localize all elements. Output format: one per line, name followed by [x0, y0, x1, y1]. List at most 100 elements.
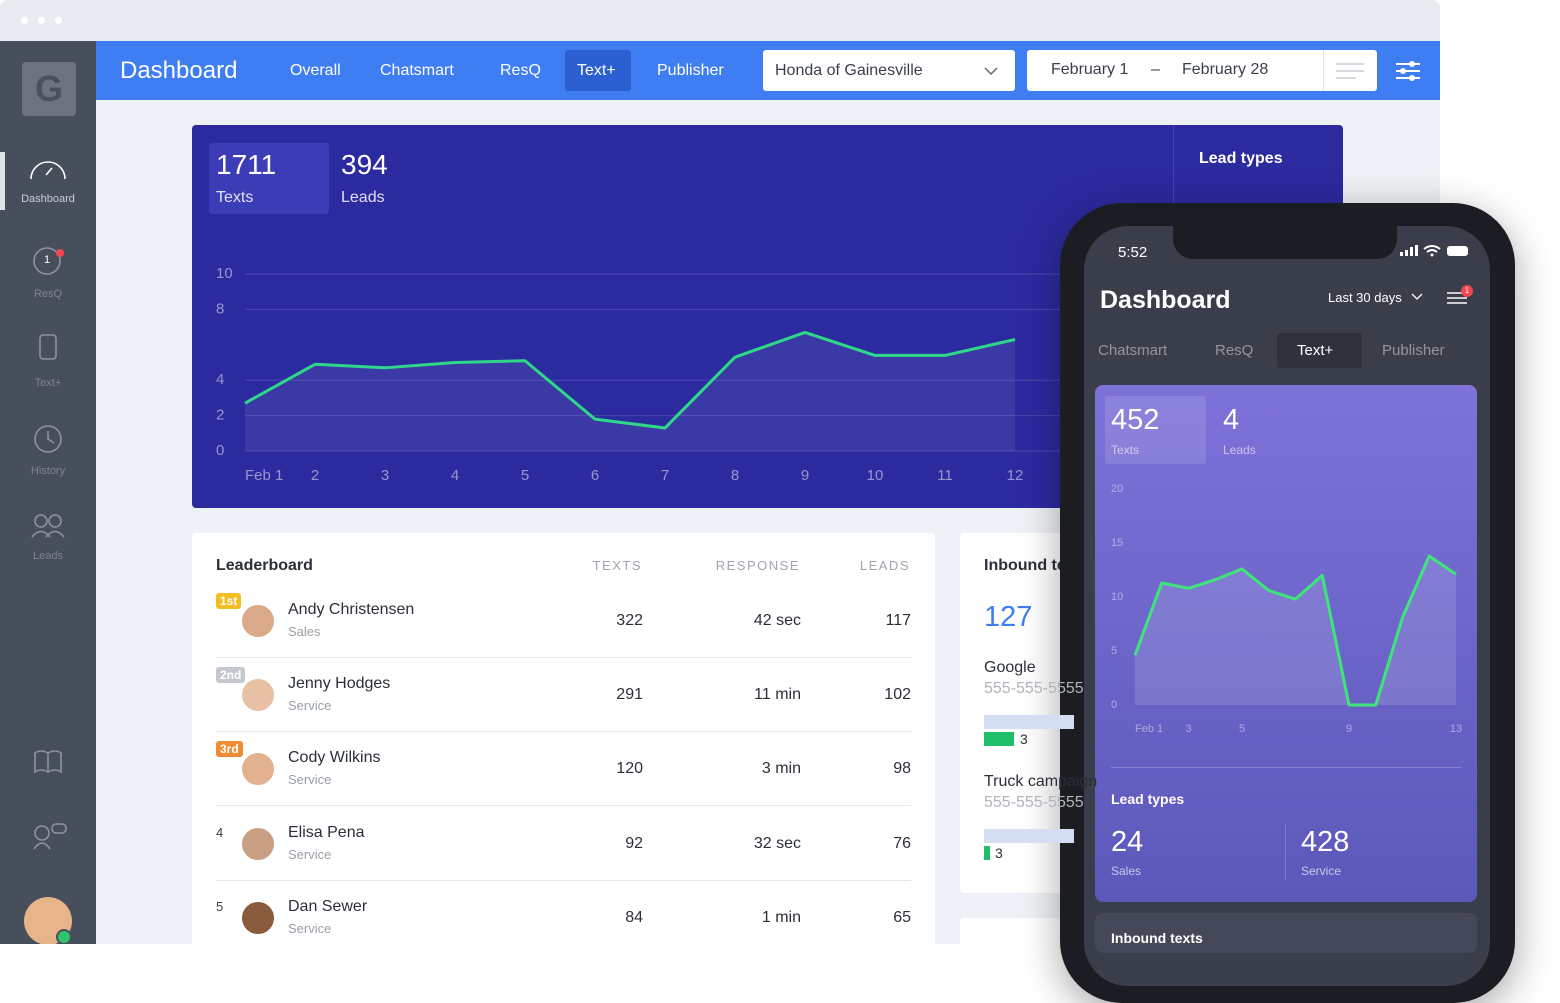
- phone-time: 5:52: [1118, 244, 1148, 261]
- source-phone: 555-555-5555: [984, 794, 1084, 811]
- x-tick-label: Feb 1: [245, 467, 283, 484]
- cell: 32 sec: [753, 834, 801, 852]
- y-tick-label: 8: [216, 300, 224, 317]
- phone-chart: 0 5 10 15 20 Feb 1 3 5 9 13: [1111, 483, 1462, 735]
- column-header: TEXTS: [592, 558, 642, 573]
- cell: 117: [885, 612, 911, 629]
- source-bar: [984, 846, 990, 860]
- avatar: [240, 603, 276, 639]
- phone-stat-value: 452: [1111, 404, 1160, 436]
- dashboard-icon: [30, 161, 66, 180]
- avatar: [240, 825, 276, 862]
- phone-tab[interactable]: Chatsmart: [1098, 342, 1168, 359]
- stat-value: 394: [341, 149, 388, 180]
- x-tick-label: 3: [381, 467, 389, 484]
- x-tick-label: 11: [937, 467, 953, 484]
- date-range[interactable]: [1027, 50, 1377, 91]
- stat-label: Texts: [216, 189, 254, 206]
- sidebar-label[interactable]: Dashboard: [21, 193, 75, 205]
- x-tick-label: 3: [1185, 723, 1191, 735]
- cell: 3 min: [761, 760, 801, 778]
- y-tick-label: 5: [1111, 645, 1117, 657]
- filter-icon[interactable]: [1396, 60, 1422, 82]
- source-phone: 555-555-5555: [984, 680, 1084, 697]
- agent-name: Dan Sewer: [288, 897, 368, 915]
- leaderboard-title: Leaderboard: [216, 557, 313, 574]
- phone-stat-value: 4: [1223, 404, 1240, 436]
- logo: G: [22, 62, 76, 116]
- phone-notch: [1173, 226, 1397, 259]
- phone-stat-label: Texts: [1111, 443, 1140, 457]
- window-dot: [38, 17, 45, 24]
- row-divider: [216, 879, 911, 881]
- sidebar-label[interactable]: Leads: [33, 550, 63, 562]
- sidebar-label[interactable]: Text+: [34, 377, 62, 389]
- agent-name: Andy Christensen: [288, 601, 415, 618]
- x-tick-label: 13: [1450, 723, 1462, 735]
- divider: [1323, 50, 1324, 91]
- lead-type-value: 24: [1111, 826, 1144, 858]
- sidebar-icons: [24, 161, 72, 944]
- lead-type-value: 428: [1301, 826, 1350, 858]
- phone-tab[interactable]: Publisher: [1382, 342, 1445, 359]
- source-bar-bg: [984, 715, 1074, 729]
- x-tick-label: 10: [867, 467, 884, 484]
- x-tick-label: 6: [591, 467, 599, 484]
- date-from: February 1: [1051, 61, 1129, 78]
- phone-tab[interactable]: Text+: [1297, 342, 1334, 359]
- rank-badge: 3rd: [216, 741, 243, 758]
- text-icon: [39, 334, 57, 360]
- y-tick-label: 10: [216, 265, 233, 282]
- phone-range[interactable]: Last 30 days: [1328, 290, 1402, 305]
- cell: 65: [893, 908, 911, 926]
- header-tab[interactable]: Chatsmart: [380, 62, 454, 79]
- inbound-total: 127: [984, 601, 1033, 633]
- sidebar-label[interactable]: History: [30, 465, 66, 477]
- rank: 5: [216, 898, 224, 914]
- phone-stat-label: Leads: [1223, 443, 1256, 457]
- rank: 4: [216, 824, 224, 840]
- header-tab[interactable]: ResQ: [500, 62, 541, 79]
- resq-count: 1: [43, 254, 51, 266]
- texts-chart: 0 2 4 8 10 Feb 1 2 3 4 5 6 7 8 9 10 11 12: [216, 265, 1173, 484]
- row-divider: [216, 805, 911, 807]
- header-tab[interactable]: Overall: [290, 62, 341, 79]
- leads-icon: [34, 514, 48, 528]
- avatar: [240, 677, 276, 714]
- sidebar-label[interactable]: ResQ: [33, 288, 63, 300]
- agent-dept: Service: [288, 698, 332, 714]
- line: [1133, 554, 1457, 707]
- rank-badge: 2nd: [216, 667, 246, 684]
- history-icon: [47, 431, 55, 444]
- source-name: Google: [984, 659, 1036, 676]
- date-to: February 28: [1182, 61, 1269, 78]
- lead-types-title: Lead types: [1199, 150, 1283, 167]
- stat-value: 1711: [216, 149, 277, 180]
- window-dot: [55, 17, 62, 24]
- user-icon: [51, 823, 67, 834]
- dealer-name: Honda of Gainesville: [775, 62, 923, 79]
- x-tick-label: 8: [731, 467, 739, 484]
- chevron: [984, 67, 998, 76]
- x-tick-label: 9: [801, 467, 809, 484]
- source-count: 3: [995, 845, 1003, 861]
- cell: 42 sec: [753, 612, 801, 629]
- y-tick-label: 20: [1111, 483, 1123, 495]
- source-count: 3: [1020, 731, 1028, 747]
- agent-dept: Service: [288, 772, 332, 788]
- phone-active-tab: [1277, 333, 1362, 368]
- chevron: [1411, 293, 1423, 300]
- phone-lead-types-title: Lead types: [1111, 791, 1185, 807]
- status-icons: [1400, 245, 1468, 257]
- phone-tab[interactable]: ResQ: [1215, 342, 1254, 359]
- header-tab[interactable]: Publisher: [657, 62, 724, 79]
- phone-next-title: Inbound texts: [1111, 930, 1203, 946]
- leads-icon: [31, 530, 65, 538]
- menu-icon[interactable]: [1336, 62, 1366, 80]
- stat-box: [209, 143, 329, 214]
- rank-badge: 1st: [216, 593, 242, 609]
- phone-divider: [1285, 823, 1286, 880]
- dealer-select[interactable]: [763, 50, 1015, 91]
- phone-title: Dashboard: [1100, 286, 1231, 314]
- header-tab[interactable]: Text+: [577, 62, 616, 79]
